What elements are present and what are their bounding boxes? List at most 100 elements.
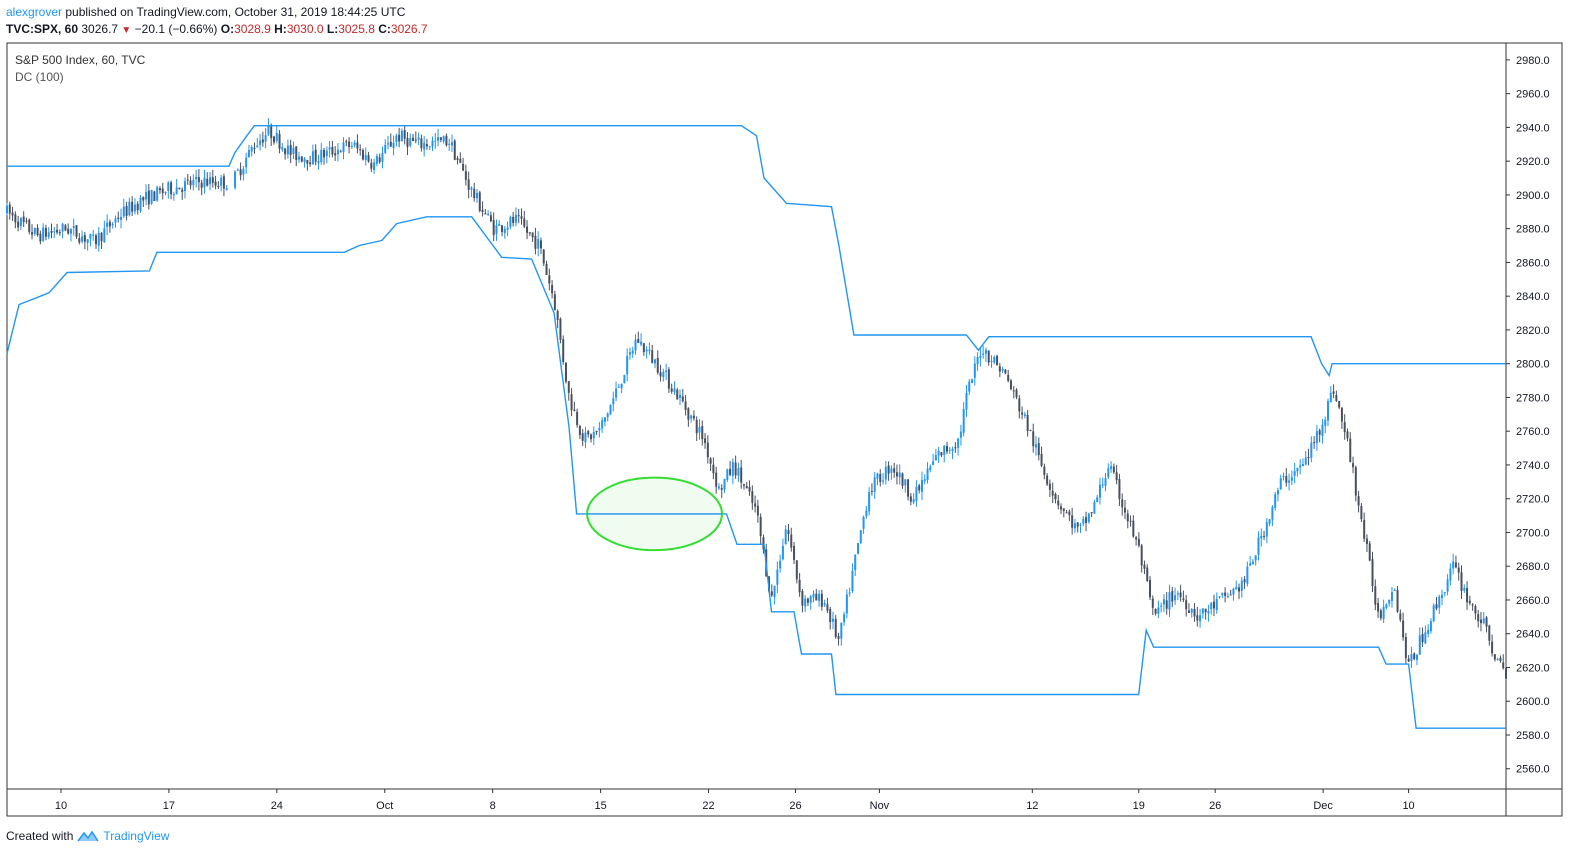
candle <box>1140 543 1143 573</box>
candle <box>222 173 225 197</box>
candle-body <box>1140 545 1143 566</box>
candle-body <box>1493 654 1496 660</box>
candle-body <box>781 545 784 560</box>
candle-body <box>1160 605 1163 607</box>
candle-body <box>573 409 576 411</box>
candle-body <box>857 543 860 554</box>
candle <box>1427 624 1430 638</box>
candle-body <box>36 227 39 236</box>
candle-body <box>1268 519 1271 524</box>
candle-body <box>489 215 492 222</box>
candle-body <box>92 234 95 236</box>
candle-body <box>122 206 125 217</box>
candle <box>898 464 901 485</box>
candle <box>581 428 584 447</box>
candle-body <box>1485 617 1488 627</box>
candle <box>943 444 946 463</box>
time-tick-label: 17 <box>163 800 175 812</box>
candle-body <box>651 350 654 363</box>
candle <box>820 589 823 611</box>
candle <box>648 342 651 355</box>
close-value: 3026.7 <box>390 22 428 36</box>
candle <box>1288 473 1291 491</box>
candle <box>1221 592 1224 599</box>
candle-body <box>56 229 59 233</box>
candle-body <box>653 359 656 364</box>
candle-body <box>845 594 848 614</box>
candle <box>1143 560 1146 575</box>
candle-body <box>200 182 203 188</box>
candle <box>242 166 245 181</box>
candle-body <box>692 415 695 419</box>
candle <box>862 515 865 534</box>
high-label: H: <box>274 22 287 36</box>
candle <box>1199 608 1202 628</box>
candle <box>673 381 676 396</box>
tradingview-brand-link[interactable]: TradingView <box>103 829 170 843</box>
candle-body <box>790 534 793 548</box>
candle-body <box>1463 587 1466 591</box>
candle-body <box>784 529 787 545</box>
candle <box>481 201 484 217</box>
candle <box>542 248 545 267</box>
candle-body <box>773 585 776 597</box>
candle <box>139 195 142 213</box>
candle-body <box>1235 586 1238 590</box>
candle <box>217 181 220 190</box>
candle <box>1068 509 1071 522</box>
candle-body <box>1390 592 1393 601</box>
candle <box>1098 477 1101 505</box>
candle <box>1235 580 1238 590</box>
candle <box>200 179 203 196</box>
time-axis[interactable]: 10 17 24 Oct 8 15 22 26 Nov 12 19 26 Dec 10 <box>55 789 1415 812</box>
author-link[interactable]: alexgrover <box>6 5 63 19</box>
candle-body <box>584 432 587 443</box>
candle <box>801 588 804 613</box>
candle-body <box>1421 634 1424 643</box>
candle <box>984 347 987 362</box>
candle-body <box>412 137 415 141</box>
candle <box>701 420 704 446</box>
candle-body <box>1246 566 1249 584</box>
price-axis[interactable]: 2980.0 2960.0 2940.0 2920.0 2900.0 2880.0 2860… <box>1506 55 1550 776</box>
candle <box>1009 378 1012 391</box>
time-tick-label: Nov <box>870 800 890 812</box>
candle-body <box>1327 401 1330 421</box>
candle-body <box>996 355 999 366</box>
candle-body <box>1427 629 1430 634</box>
candle <box>729 460 732 477</box>
candle-body <box>898 472 901 478</box>
candle <box>1402 612 1405 641</box>
candle <box>773 585 776 605</box>
candle-body <box>423 142 426 150</box>
candle-body <box>417 137 420 140</box>
candle-body <box>882 480 885 482</box>
candle <box>965 384 968 417</box>
candle-body <box>823 602 826 606</box>
candle <box>884 460 887 485</box>
candle-body <box>242 168 245 175</box>
candle <box>932 453 935 466</box>
indicator-legend[interactable]: DC (100) <box>15 70 64 84</box>
candle <box>1249 555 1252 567</box>
candle-body <box>1335 394 1338 401</box>
candle <box>1446 574 1449 596</box>
candle <box>170 180 173 200</box>
candle <box>706 435 709 464</box>
candle <box>695 416 698 442</box>
candle-body <box>809 596 812 603</box>
candle-body <box>904 479 907 486</box>
candle-body <box>298 156 301 160</box>
candle-body <box>932 461 935 465</box>
candle-body <box>295 146 298 161</box>
candle <box>342 137 345 160</box>
candle-body <box>1143 564 1146 569</box>
candle <box>545 260 548 276</box>
time-tick-label: Oct <box>376 800 393 812</box>
series-legend[interactable]: S&P 500 Index, 60, TVC <box>15 53 146 67</box>
price-tick-label: 2700.0 <box>1516 527 1550 539</box>
candle <box>106 214 109 236</box>
candle-body <box>395 135 398 143</box>
candle <box>136 201 139 215</box>
